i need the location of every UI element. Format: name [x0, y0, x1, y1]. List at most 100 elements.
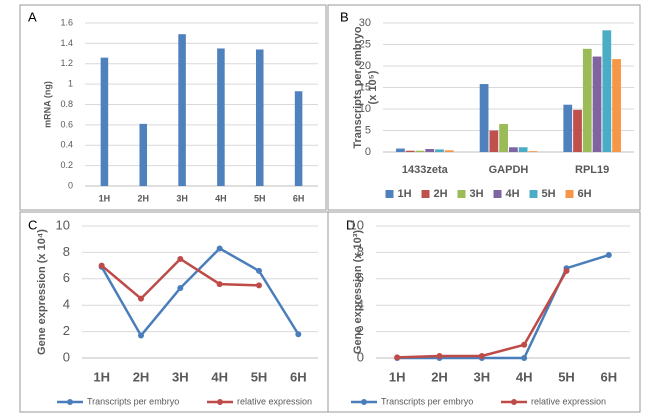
- bar: [396, 148, 405, 152]
- panel-label: A: [28, 9, 37, 24]
- legend-label: Transcripts per embryo: [381, 396, 473, 406]
- bar: [592, 56, 602, 152]
- y-tick-label: 30: [359, 17, 371, 29]
- legend-marker: [67, 399, 73, 405]
- x-tick-label: 5H: [254, 193, 266, 203]
- bar: [499, 124, 508, 152]
- bar: [489, 130, 499, 152]
- point: [177, 285, 184, 292]
- point: [563, 267, 570, 274]
- y-tick-label: 5: [365, 124, 371, 136]
- point: [521, 341, 528, 348]
- x-tick-label: 2H: [137, 193, 149, 203]
- x-tick-label: 5H: [558, 369, 575, 384]
- panel-label: B: [340, 9, 349, 24]
- y-tick-label: 2: [357, 323, 364, 338]
- y-tick-label: 1: [68, 79, 73, 89]
- legend-swatch: [457, 190, 466, 198]
- bar: [528, 151, 538, 152]
- point: [216, 245, 223, 252]
- bar: [612, 59, 621, 153]
- x-tick-label: 1433zeta: [402, 164, 449, 176]
- legend-label: Transcripts per embryo: [87, 396, 179, 406]
- x-tick-label: 6H: [290, 369, 307, 384]
- y-tick-label: 1.6: [60, 17, 73, 27]
- point: [138, 295, 144, 302]
- y-tick-label: 0.4: [60, 140, 73, 150]
- x-tick-label: 3H: [474, 369, 491, 384]
- point: [436, 353, 443, 360]
- bar: [255, 49, 264, 186]
- y-tick-label: 0.2: [60, 160, 73, 170]
- panel-frame: [327, 4, 641, 211]
- y-tick-label: 0: [68, 180, 73, 190]
- legend-label: 5H: [542, 188, 556, 200]
- legend-label: 1H: [398, 188, 412, 200]
- legend-swatch: [529, 190, 538, 198]
- y-tick-label: 8: [63, 244, 70, 259]
- x-tick-label: 6H: [601, 369, 618, 384]
- bar: [518, 147, 528, 152]
- y-tick-label: 4: [63, 297, 70, 312]
- x-tick-label: 1H: [93, 369, 110, 384]
- x-tick-label: 1H: [99, 193, 111, 203]
- bar: [435, 149, 444, 152]
- y-tick-label: 0: [357, 349, 364, 364]
- bar: [415, 150, 425, 152]
- point: [177, 256, 184, 262]
- legend-marker: [361, 399, 367, 405]
- legend-marker: [511, 399, 517, 405]
- legend-label: 3H: [470, 188, 484, 200]
- x-tick-label: 3H: [172, 369, 189, 384]
- y-tick-label: 2: [63, 323, 70, 338]
- x-tick-label: 4H: [516, 369, 533, 384]
- legend-label: relative expression: [531, 396, 606, 406]
- y-axis-label: mRNA (ng): [42, 81, 52, 128]
- bar: [573, 109, 582, 152]
- legend-swatch: [421, 190, 430, 198]
- legend-label: 2H: [434, 188, 448, 200]
- y-tick-label: 4: [357, 297, 364, 312]
- line: [397, 270, 568, 359]
- bar: [178, 34, 186, 186]
- x-tick-label: 4H: [211, 369, 228, 384]
- panel-label: D: [346, 217, 355, 232]
- bar: [509, 147, 518, 152]
- bar: [479, 84, 489, 152]
- legend-marker: [217, 399, 223, 405]
- point: [256, 267, 262, 274]
- y-tick-label: 20: [359, 60, 371, 72]
- bar: [563, 104, 573, 152]
- x-tick-label: GAPDH: [489, 164, 529, 176]
- y-tick-label: 0: [63, 349, 70, 364]
- x-tick-label: 4H: [215, 193, 227, 203]
- y-tick-label: 6: [63, 270, 70, 285]
- bar: [294, 91, 303, 186]
- y-tick-label: 10: [350, 217, 364, 232]
- y-tick-label: 1.2: [60, 58, 73, 68]
- panel-frame: [327, 211, 641, 413]
- x-tick-label: 5H: [251, 369, 268, 384]
- y-tick-label: 0.8: [60, 99, 73, 109]
- point: [295, 331, 302, 338]
- point: [605, 252, 612, 259]
- bar: [100, 57, 109, 187]
- legend-swatch: [385, 190, 394, 198]
- bar: [602, 30, 612, 153]
- point: [394, 354, 401, 361]
- y-tick-label: 10: [56, 217, 70, 232]
- y-tick-label: 6: [357, 270, 364, 285]
- legend-label: 4H: [506, 188, 520, 200]
- bar: [139, 123, 148, 186]
- line: [397, 253, 610, 360]
- point: [216, 281, 223, 288]
- point: [98, 262, 105, 269]
- y-tick-label: 25: [359, 38, 371, 50]
- x-tick-label: 1H: [389, 369, 406, 384]
- y-tick-label: 8: [357, 244, 364, 259]
- bar: [217, 48, 225, 186]
- legend-swatch: [493, 190, 502, 198]
- bar: [444, 150, 454, 152]
- y-tick-label: 0.6: [60, 119, 73, 129]
